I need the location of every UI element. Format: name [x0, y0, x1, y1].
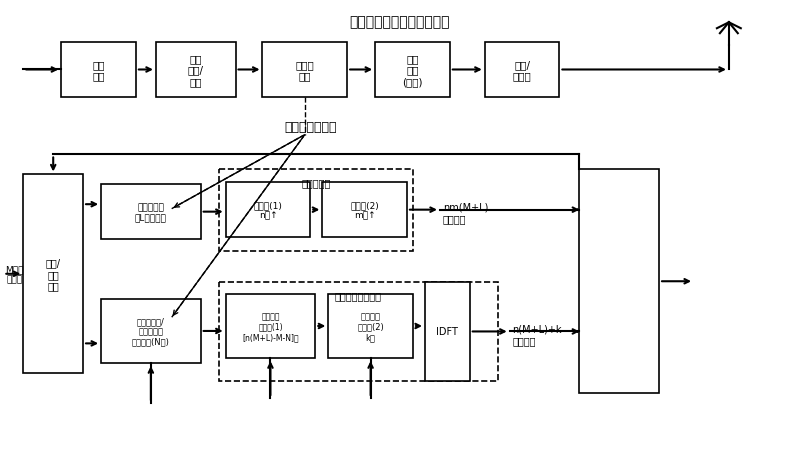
Bar	[262, 43, 347, 98]
Text: IDFT: IDFT	[436, 327, 458, 337]
Bar	[101, 185, 201, 239]
Bar	[328, 294, 413, 358]
Bar	[101, 299, 201, 364]
Bar	[425, 282, 470, 381]
Bar	[375, 43, 450, 98]
Text: M个调
制符号: M个调 制符号	[6, 265, 24, 284]
Bar	[218, 282, 498, 381]
Text: 信道
编码/
映射: 信道 编码/ 映射	[188, 54, 204, 87]
Text: 数据帧
填充: 数据帧 填充	[295, 60, 314, 81]
Bar	[61, 43, 136, 98]
Text: 输入
缓冲: 输入 缓冲	[92, 60, 105, 81]
Text: 数据
组帧
(超帧): 数据 组帧 (超帧)	[402, 54, 422, 87]
Bar	[226, 183, 310, 238]
Text: 插导频信号/
受强保护的
未知信息(N个): 插导频信号/ 受强保护的 未知信息(N个)	[132, 317, 170, 346]
Text: nm(M+L)
个采样点: nm(M+L) 个采样点	[443, 202, 488, 224]
Bar	[218, 170, 413, 251]
Text: 调制/
上变频: 调制/ 上变频	[513, 60, 531, 81]
Text: 升采样模块: 升采样模块	[301, 178, 330, 188]
Bar	[322, 183, 407, 238]
Text: 数据帧填充方法: 数据帧填充方法	[284, 120, 337, 133]
Text: 升采样(1)
n倍↑: 升采样(1) n倍↑	[254, 200, 282, 220]
Text: 插虚拟子载波模块: 插虚拟子载波模块	[334, 290, 382, 300]
Text: 插入虚拟
子载波(2)
k个: 插入虚拟 子载波(2) k个	[358, 311, 384, 341]
Bar	[156, 43, 235, 98]
Text: n(M+L)+k
个采样点: n(M+L)+k 个采样点	[513, 324, 562, 346]
Text: 升采样(2)
m倍↑: 升采样(2) m倍↑	[350, 200, 379, 220]
Text: 时域/
频域
选择: 时域/ 频域 选择	[46, 258, 61, 291]
Text: 插入虚拟
子载波(1)
[n(M+L)-M-N]个: 插入虚拟 子载波(1) [n(M+L)-M-N]个	[242, 311, 298, 341]
Bar	[485, 43, 559, 98]
Bar	[226, 294, 315, 358]
Text: 插参考信息
（L个符号）: 插参考信息 （L个符号）	[135, 202, 167, 222]
Text: 数字电视地面广播发射系统: 数字电视地面广播发射系统	[350, 15, 450, 29]
Bar	[579, 170, 659, 393]
Bar	[23, 175, 83, 373]
